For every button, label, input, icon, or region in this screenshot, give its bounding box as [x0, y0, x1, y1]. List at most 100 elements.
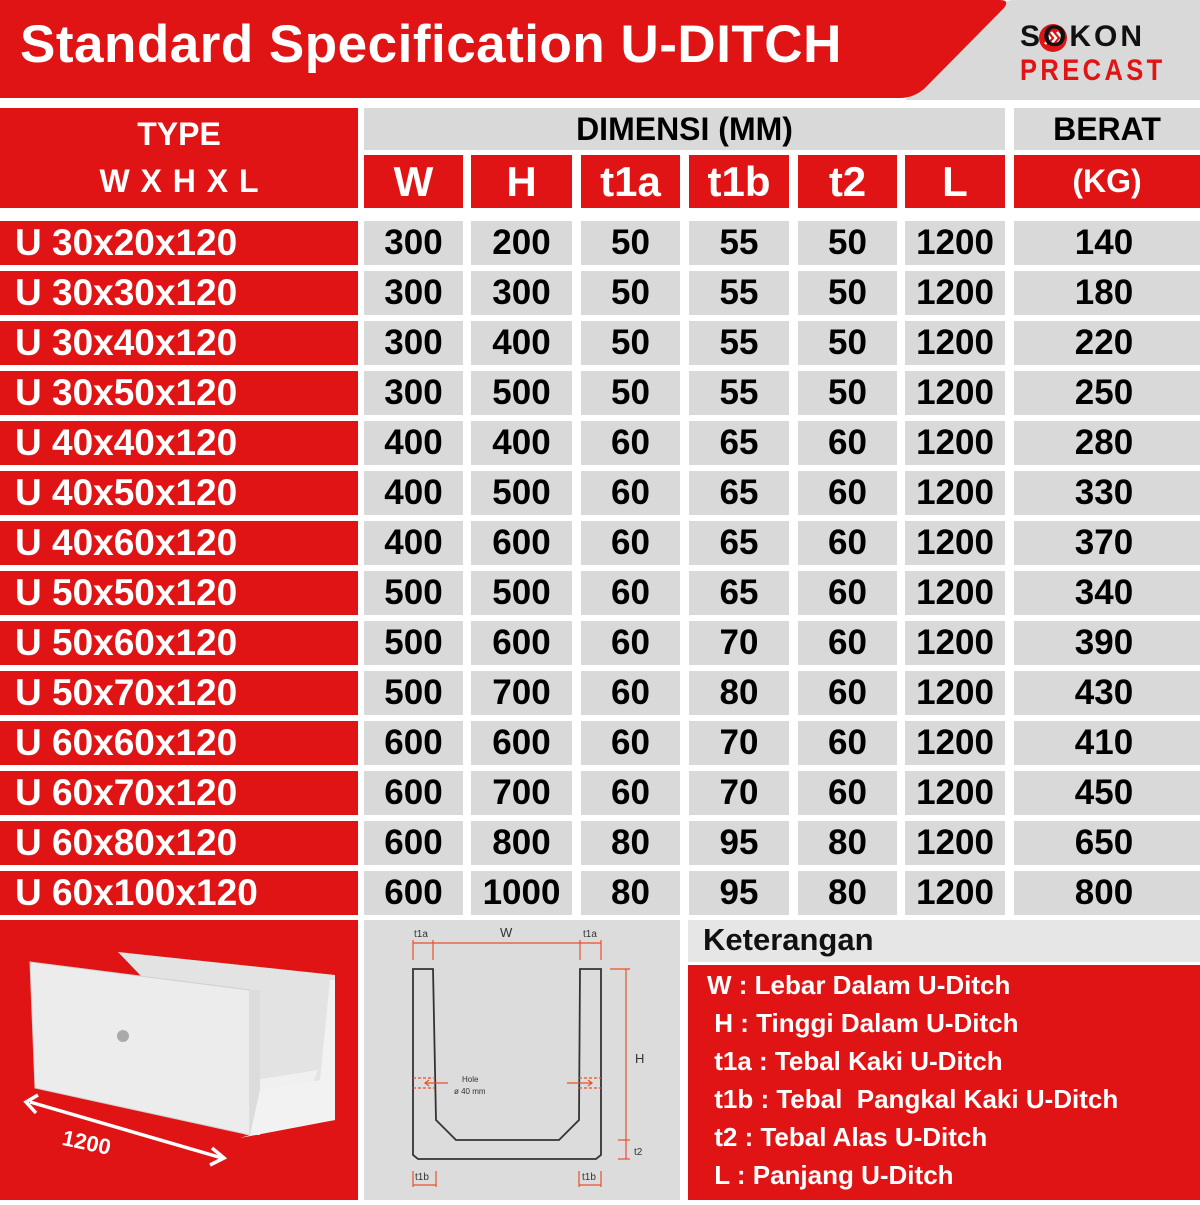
value-cell-w: 600 [364, 871, 463, 915]
type-cell: U 30x40x120 [0, 321, 358, 365]
value-cell-l: 1200 [905, 471, 1005, 515]
value-cell-w: 500 [364, 671, 463, 715]
value-cell-t2: 50 [798, 221, 897, 265]
value-cell-w: 400 [364, 521, 463, 565]
value-cell-l: 1200 [905, 371, 1005, 415]
type-cell: U 50x60x120 [0, 621, 358, 665]
value-cell-h: 500 [471, 371, 572, 415]
value-cell-w: 600 [364, 771, 463, 815]
label-hole: Hole [462, 1075, 479, 1084]
value-cell-l: 1200 [905, 421, 1005, 465]
weight-cell: 330 [1014, 471, 1200, 515]
u-ditch-photo [23, 952, 335, 1167]
type-cell: U 30x30x120 [0, 271, 358, 315]
type-cell: U 60x70x120 [0, 771, 358, 815]
value-cell-t1b: 95 [689, 821, 789, 865]
value-cell-t1b: 70 [689, 721, 789, 765]
weight-header: BERAT [1014, 108, 1200, 150]
legend-item: L : Panjang U-Ditch [707, 1160, 954, 1190]
value-cell-l: 1200 [905, 821, 1005, 865]
page-title: Standard Specification U-DITCH [20, 15, 842, 74]
legend-title-bar [688, 920, 1200, 962]
column-header-t1a: t1a [581, 155, 680, 208]
value-cell-t1b: 55 [689, 271, 789, 315]
label-hole-size: ø 40 mm [454, 1087, 486, 1096]
label-h: H [635, 1051, 644, 1066]
type-cell: U 40x60x120 [0, 521, 358, 565]
value-cell-l: 1200 [905, 621, 1005, 665]
type-cell: U 60x60x120 [0, 721, 358, 765]
value-cell-l: 1200 [905, 671, 1005, 715]
value-cell-h: 400 [471, 421, 572, 465]
value-cell-w: 300 [364, 271, 463, 315]
label-t1a-left: t1a [414, 929, 428, 940]
cross-section-drawing: t1a t1a W H t2 t1b t1b Hole ø 40 mm [412, 925, 644, 1187]
value-cell-w: 600 [364, 721, 463, 765]
weight-cell: 450 [1014, 771, 1200, 815]
value-cell-t2: 80 [798, 871, 897, 915]
value-cell-l: 1200 [905, 271, 1005, 315]
value-cell-h: 700 [471, 771, 572, 815]
value-cell-t1a: 60 [581, 571, 680, 615]
legend-title: Keterangan [703, 922, 874, 957]
weight-cell: 650 [1014, 821, 1200, 865]
value-cell-t1b: 70 [689, 621, 789, 665]
value-cell-t2: 50 [798, 271, 897, 315]
value-cell-t1a: 60 [581, 471, 680, 515]
value-cell-h: 500 [471, 471, 572, 515]
value-cell-t1b: 55 [689, 371, 789, 415]
type-cell: U 40x40x120 [0, 421, 358, 465]
weight-cell: 280 [1014, 421, 1200, 465]
column-header-t1b: t1b [689, 155, 789, 208]
hole-icon [117, 1030, 129, 1042]
value-cell-w: 300 [364, 371, 463, 415]
value-cell-t1a: 60 [581, 521, 680, 565]
value-cell-t1b: 55 [689, 221, 789, 265]
type-header: TYPE W X H X L [0, 108, 358, 208]
weight-cell: 340 [1014, 571, 1200, 615]
type-cell: U 50x70x120 [0, 671, 358, 715]
value-cell-h: 200 [471, 221, 572, 265]
value-cell-w: 400 [364, 421, 463, 465]
value-cell-h: 500 [471, 571, 572, 615]
value-cell-w: 500 [364, 621, 463, 665]
type-cell: U 30x20x120 [0, 221, 358, 265]
value-cell-t1a: 60 [581, 421, 680, 465]
type-cell: U 60x80x120 [0, 821, 358, 865]
column-header-t2: t2 [798, 155, 897, 208]
label-t1b-left: t1b [415, 1172, 429, 1183]
weight-cell: 220 [1014, 321, 1200, 365]
logo-top-text: SOKON [1020, 20, 1146, 53]
label-t1a-right: t1a [583, 929, 597, 940]
label-t1b-right: t1b [582, 1172, 596, 1183]
value-cell-t1b: 65 [689, 421, 789, 465]
value-cell-h: 400 [471, 321, 572, 365]
value-cell-w: 400 [364, 471, 463, 515]
value-cell-t2: 60 [798, 771, 897, 815]
weight-cell: 410 [1014, 721, 1200, 765]
legend-item: t1b : Tebal Pangkal Kaki U-Ditch [707, 1084, 1119, 1114]
product-photo: 1200 [0, 920, 358, 1200]
value-cell-h: 600 [471, 621, 572, 665]
value-cell-t2: 60 [798, 471, 897, 515]
value-cell-t1a: 50 [581, 271, 680, 315]
value-cell-t1a: 50 [581, 321, 680, 365]
dimension-header: DIMENSI (MM) [364, 108, 1005, 150]
dimension-lines [412, 940, 630, 1187]
column-header-w: W [364, 155, 463, 208]
type-cell: U 40x50x120 [0, 471, 358, 515]
value-cell-t2: 60 [798, 521, 897, 565]
value-cell-t1a: 80 [581, 871, 680, 915]
title-background [0, 0, 1007, 98]
weight-cell: 250 [1014, 371, 1200, 415]
type-header-label: TYPE [137, 116, 221, 152]
value-cell-l: 1200 [905, 721, 1005, 765]
value-cell-l: 1200 [905, 521, 1005, 565]
value-cell-t1a: 60 [581, 671, 680, 715]
logo: SOKON PRECAST [1020, 18, 1190, 90]
type-header-format: W X H X L [99, 163, 259, 199]
value-cell-t1b: 65 [689, 521, 789, 565]
value-cell-t1b: 80 [689, 671, 789, 715]
value-cell-w: 300 [364, 321, 463, 365]
weight-cell: 180 [1014, 271, 1200, 315]
